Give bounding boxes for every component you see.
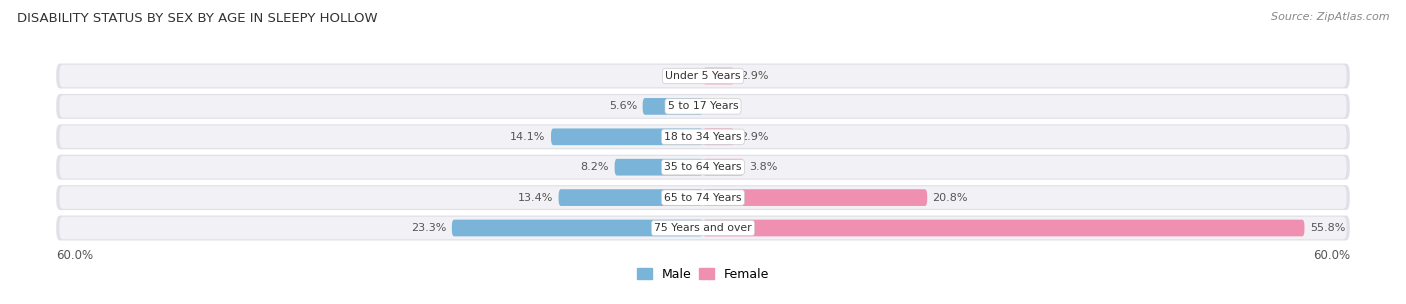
Text: 0.0%: 0.0% xyxy=(669,71,697,81)
FancyBboxPatch shape xyxy=(59,156,1347,178)
Text: 13.4%: 13.4% xyxy=(517,193,553,202)
Text: 55.8%: 55.8% xyxy=(1310,223,1346,233)
Text: 65 to 74 Years: 65 to 74 Years xyxy=(664,193,742,202)
Text: Source: ZipAtlas.com: Source: ZipAtlas.com xyxy=(1271,12,1389,22)
Text: 14.1%: 14.1% xyxy=(510,132,546,142)
FancyBboxPatch shape xyxy=(59,217,1347,239)
FancyBboxPatch shape xyxy=(643,98,703,115)
Text: 23.3%: 23.3% xyxy=(411,223,447,233)
FancyBboxPatch shape xyxy=(59,126,1347,148)
Text: 3.8%: 3.8% xyxy=(749,162,778,172)
FancyBboxPatch shape xyxy=(56,216,1350,240)
Text: DISABILITY STATUS BY SEX BY AGE IN SLEEPY HOLLOW: DISABILITY STATUS BY SEX BY AGE IN SLEEP… xyxy=(17,12,377,25)
Text: 60.0%: 60.0% xyxy=(1313,249,1350,262)
FancyBboxPatch shape xyxy=(551,128,703,145)
FancyBboxPatch shape xyxy=(451,219,703,237)
Text: 0.0%: 0.0% xyxy=(709,102,737,111)
Text: 60.0%: 60.0% xyxy=(56,249,93,262)
Text: 5.6%: 5.6% xyxy=(609,102,637,111)
FancyBboxPatch shape xyxy=(703,128,734,145)
FancyBboxPatch shape xyxy=(703,219,1305,237)
Text: 8.2%: 8.2% xyxy=(581,162,609,172)
FancyBboxPatch shape xyxy=(56,94,1350,119)
FancyBboxPatch shape xyxy=(56,155,1350,180)
Text: 20.8%: 20.8% xyxy=(932,193,969,202)
Text: 5 to 17 Years: 5 to 17 Years xyxy=(668,102,738,111)
Text: 18 to 34 Years: 18 to 34 Years xyxy=(664,132,742,142)
FancyBboxPatch shape xyxy=(56,185,1350,210)
Text: 75 Years and over: 75 Years and over xyxy=(654,223,752,233)
FancyBboxPatch shape xyxy=(703,68,734,85)
Legend: Male, Female: Male, Female xyxy=(631,263,775,286)
Text: Under 5 Years: Under 5 Years xyxy=(665,71,741,81)
Text: 2.9%: 2.9% xyxy=(740,71,768,81)
FancyBboxPatch shape xyxy=(59,95,1347,118)
FancyBboxPatch shape xyxy=(56,64,1350,88)
FancyBboxPatch shape xyxy=(558,189,703,206)
FancyBboxPatch shape xyxy=(59,186,1347,209)
FancyBboxPatch shape xyxy=(614,159,703,176)
FancyBboxPatch shape xyxy=(59,65,1347,87)
FancyBboxPatch shape xyxy=(703,159,744,176)
FancyBboxPatch shape xyxy=(56,124,1350,149)
Text: 2.9%: 2.9% xyxy=(740,132,768,142)
FancyBboxPatch shape xyxy=(703,189,927,206)
Text: 35 to 64 Years: 35 to 64 Years xyxy=(664,162,742,172)
